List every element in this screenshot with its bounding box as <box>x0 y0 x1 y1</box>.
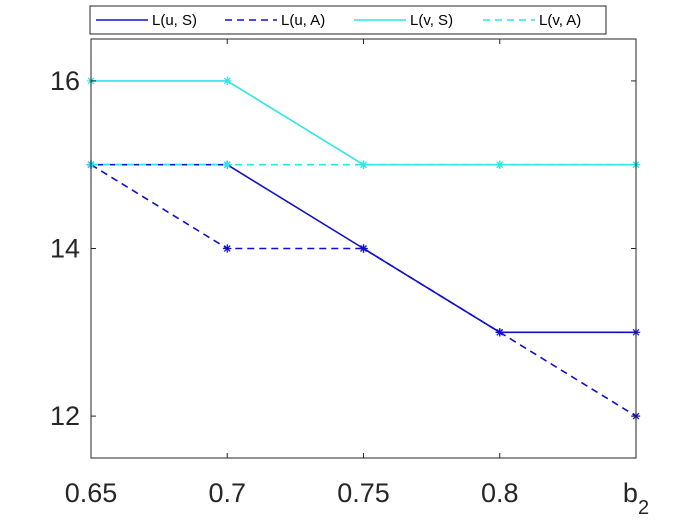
data-point-marker <box>223 160 232 169</box>
legend-label: L(v, A) <box>539 12 581 29</box>
x-tick-label: 0.75 <box>337 478 390 508</box>
legend: L(u, S) L(u, A) L(v, S) L(v, A) <box>89 5 607 35</box>
legend-label: L(v, S) <box>410 12 453 29</box>
x-tick-label: 0.8 <box>481 478 519 508</box>
series-3 <box>86 76 641 169</box>
legend-entry: L(u, A) <box>225 12 325 29</box>
data-point-marker <box>223 76 232 86</box>
y-tick-label: 16 <box>50 66 80 96</box>
legend-entry: L(u, S) <box>96 12 197 29</box>
legend-label: L(u, A) <box>281 12 325 29</box>
series-line <box>90 164 637 417</box>
tick-labels: 0.65 0.7 0.75 0.8 b2 12 14 16 <box>50 66 649 519</box>
legend-label: L(u, S) <box>152 12 197 29</box>
y-tick-label: 14 <box>50 234 80 264</box>
series-2 <box>86 160 641 421</box>
series-line <box>91 80 636 166</box>
data-point-marker <box>359 160 368 169</box>
series-layer <box>86 76 641 421</box>
x-tick-label: 0.65 <box>65 478 118 508</box>
data-point-marker <box>495 160 504 169</box>
data-point-marker <box>495 328 504 337</box>
legend-entry: L(v, S) <box>354 12 453 29</box>
x-axis-subscript: 2 <box>638 497 649 519</box>
legend-entry: L(v, A) <box>483 12 581 29</box>
y-tick-label: 12 <box>50 401 80 431</box>
x-tick-label: 0.7 <box>208 478 246 508</box>
axes <box>90 38 637 459</box>
data-point-marker <box>223 244 232 253</box>
x-axis-variable-label: b2 <box>623 478 649 519</box>
data-point-marker <box>359 244 368 253</box>
